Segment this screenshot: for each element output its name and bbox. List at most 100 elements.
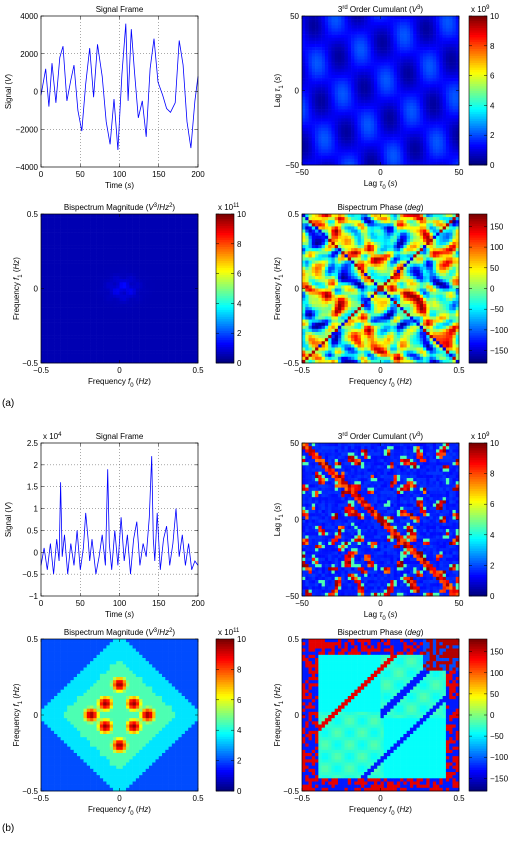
heatmap-cell	[325, 100, 329, 103]
heatmap-cell	[48, 338, 52, 341]
heatmap-cell	[335, 50, 339, 53]
heatmap-cell	[331, 35, 335, 38]
heatmap-cell	[351, 53, 355, 56]
heatmap-cell	[103, 226, 107, 229]
heatmap-cell	[70, 261, 74, 264]
heatmap-cell	[77, 273, 81, 276]
heatmap-cell	[152, 313, 156, 316]
heatmap-cell	[305, 217, 309, 220]
heatmap-cell	[77, 245, 81, 248]
heatmap-cell	[403, 56, 407, 59]
heatmap-cell	[430, 118, 434, 121]
heatmap-cell	[172, 289, 176, 292]
heatmap-cell	[341, 100, 345, 103]
heatmap-cell	[93, 270, 97, 273]
heatmap-cell	[74, 335, 78, 338]
heatmap-cell	[449, 38, 453, 41]
heatmap-cell	[67, 270, 71, 273]
heatmap-cell	[377, 217, 381, 220]
heatmap-cell	[159, 341, 163, 344]
heatmap-cell	[169, 347, 173, 350]
heatmap-cell	[449, 217, 453, 220]
colorbar-swatch	[469, 81, 487, 84]
heatmap-cell	[178, 230, 182, 233]
heatmap-cell	[328, 106, 332, 109]
heatmap-cell	[175, 214, 179, 217]
heatmap-cell	[345, 220, 349, 223]
heatmap-cell	[390, 44, 394, 47]
heatmap-cell	[64, 320, 68, 323]
heatmap-cell	[394, 91, 398, 94]
heatmap-cell	[400, 35, 404, 38]
heatmap-cell	[416, 50, 420, 53]
heatmap-cell	[302, 118, 306, 121]
heatmap-cell	[318, 109, 322, 112]
heatmap-cell	[420, 106, 424, 109]
heatmap-cell	[142, 295, 146, 298]
heatmap-cell	[44, 276, 48, 279]
heatmap-cell	[318, 112, 322, 115]
heatmap-cell	[348, 137, 352, 140]
heatmap-cell	[48, 273, 52, 276]
heatmap-cell	[367, 19, 371, 22]
heatmap-cell	[335, 149, 339, 152]
heatmap-cell	[312, 149, 316, 152]
heatmap-cell	[74, 282, 78, 285]
heatmap-cell	[338, 143, 342, 146]
heatmap-cell	[410, 59, 414, 62]
heatmap-cell	[67, 347, 71, 350]
heatmap-cell	[312, 159, 316, 162]
colorbar-tick-label: 2	[237, 329, 242, 338]
heatmap-cell	[322, 220, 326, 223]
heatmap-cell	[139, 313, 143, 316]
heatmap-cell	[139, 276, 143, 279]
heatmap-cell	[374, 115, 378, 118]
heatmap-cell	[328, 115, 332, 118]
heatmap-cell	[390, 220, 394, 223]
heatmap-cell	[341, 112, 345, 115]
heatmap-cell	[113, 323, 117, 326]
heatmap-cell	[152, 264, 156, 267]
heatmap-cell	[305, 87, 309, 90]
heatmap-cell	[169, 332, 173, 335]
heatmap-cell	[374, 137, 378, 140]
heatmap-cell	[302, 214, 306, 217]
heatmap-cell	[110, 214, 114, 217]
heatmap-cell	[129, 326, 133, 329]
heatmap-cell	[185, 323, 189, 326]
heatmap-cell	[175, 320, 179, 323]
heatmap-cell	[309, 217, 313, 220]
heatmap-cell	[377, 63, 381, 66]
heatmap-cell	[77, 233, 81, 236]
heatmap-cell	[430, 109, 434, 112]
heatmap-cell	[325, 140, 329, 143]
heatmap-cell	[443, 156, 447, 159]
heatmap-cell	[446, 115, 450, 118]
heatmap-cell	[423, 140, 427, 143]
heatmap-cell	[325, 59, 329, 62]
heatmap-cell	[129, 289, 133, 292]
heatmap-cell	[64, 264, 68, 267]
heatmap-cell	[172, 264, 176, 267]
heatmap-cell	[185, 223, 189, 226]
heatmap-cell	[354, 143, 358, 146]
heatmap-cell	[309, 78, 313, 81]
heatmap-cell	[371, 78, 375, 81]
heatmap-cell	[57, 276, 61, 279]
heatmap-cell	[400, 134, 404, 137]
heatmap-cell	[345, 28, 349, 31]
heatmap-cell	[446, 50, 450, 53]
heatmap-cell	[302, 78, 306, 81]
heatmap-cell	[410, 28, 414, 31]
heatmap-cell	[443, 153, 447, 156]
heatmap-cell	[387, 140, 391, 143]
heatmap-cell	[413, 217, 417, 220]
colorbar-swatch	[469, 100, 487, 103]
heatmap-cell	[106, 354, 110, 357]
heatmap-cell	[400, 153, 404, 156]
heatmap-cell	[67, 298, 71, 301]
heatmap-cell	[328, 153, 332, 156]
heatmap-cell	[381, 56, 385, 59]
heatmap-cell	[384, 122, 388, 125]
heatmap-cell	[90, 264, 94, 267]
